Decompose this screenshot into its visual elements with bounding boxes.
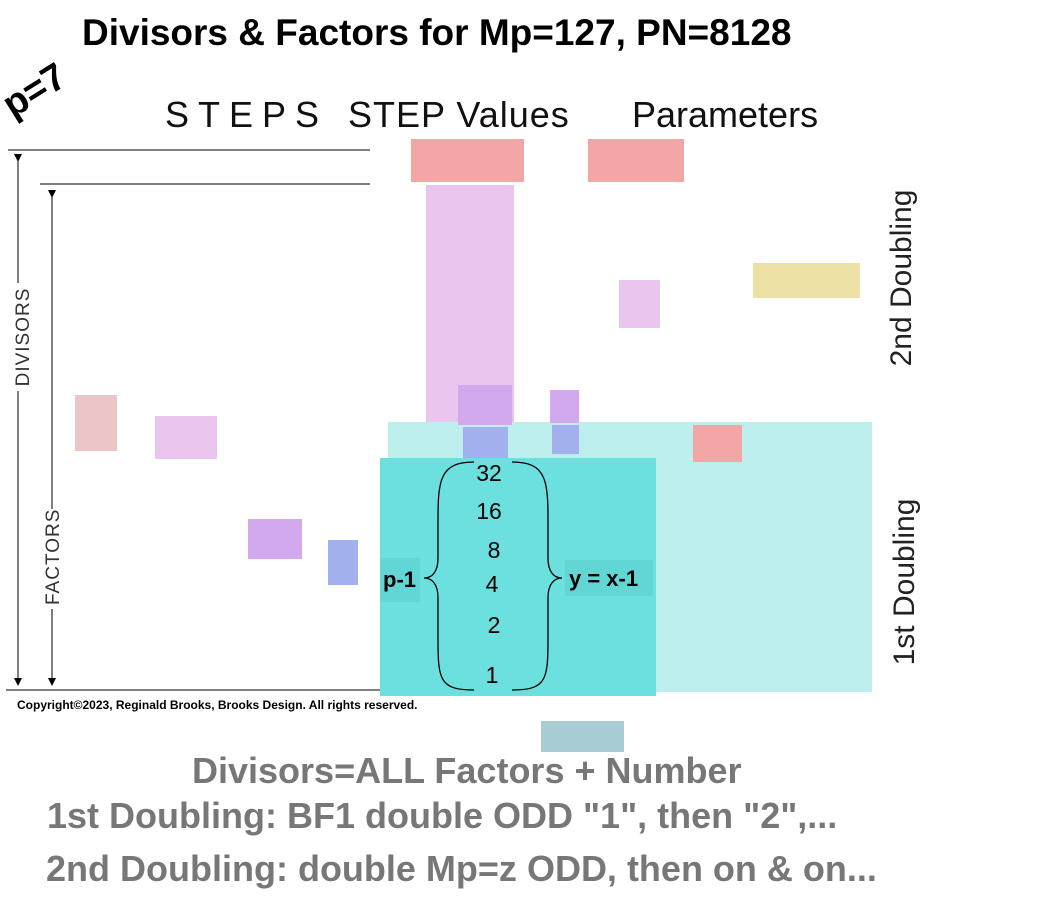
right-brace: [511, 461, 563, 691]
first-doubling-label: 1st Doubling: [888, 498, 921, 666]
y-equals-tag: [565, 560, 653, 596]
parameter-blue-block: [552, 425, 579, 454]
page-title: Divisors & Factors for Mp=127, PN=8128: [82, 12, 792, 53]
factor-value: 2: [487, 612, 501, 638]
step-blue-block: [328, 540, 358, 585]
step-purple-block: [248, 519, 302, 559]
step-value-top-block: [411, 139, 524, 182]
parameter-purple-block: [550, 390, 579, 423]
step-lavender-block: [155, 416, 217, 459]
p-minus-1-tag: [380, 558, 420, 602]
copyright-text: Copyright©2023, Reginald Brooks, Brooks …: [17, 698, 418, 712]
header-step-values: STEP Values: [348, 94, 570, 136]
p-minus-1-label: p-1: [383, 567, 416, 592]
step-value-purple-block: [458, 385, 512, 425]
factor-value: 16: [476, 498, 502, 524]
second-doubling-label: 2nd Doubling: [885, 189, 918, 367]
y-equals-x-minus-1-label: y = x-1: [569, 566, 639, 591]
step-value-tall-block: [426, 185, 514, 422]
factor-value: 8: [487, 537, 501, 563]
factor-value: 32: [476, 460, 502, 486]
step-pink-block: [75, 395, 117, 451]
footer-line-2: 1st Doubling: BF1 double ODD "1", then "…: [47, 795, 838, 836]
bottom-gray-block: [541, 721, 624, 752]
step-value-blue-block: [463, 427, 508, 459]
header-parameters: Parameters: [632, 94, 819, 135]
footer-line-3: 2nd Doubling: double Mp=z ODD, then on &…: [46, 848, 877, 889]
header-steps: STEPS: [165, 94, 329, 135]
footer-line-1: Divisors=ALL Factors + Number: [192, 750, 742, 791]
parameter-yellow-block: [753, 263, 860, 298]
parameter-lavender-block: [619, 280, 660, 328]
parameter-salmon-block: [693, 425, 742, 462]
header-step-values-text: STEP Values: [348, 94, 570, 135]
left-brace: [423, 461, 475, 691]
factor-value: 1: [485, 662, 499, 688]
parameter-top-block: [588, 139, 684, 182]
factor-value: 4: [485, 571, 499, 597]
